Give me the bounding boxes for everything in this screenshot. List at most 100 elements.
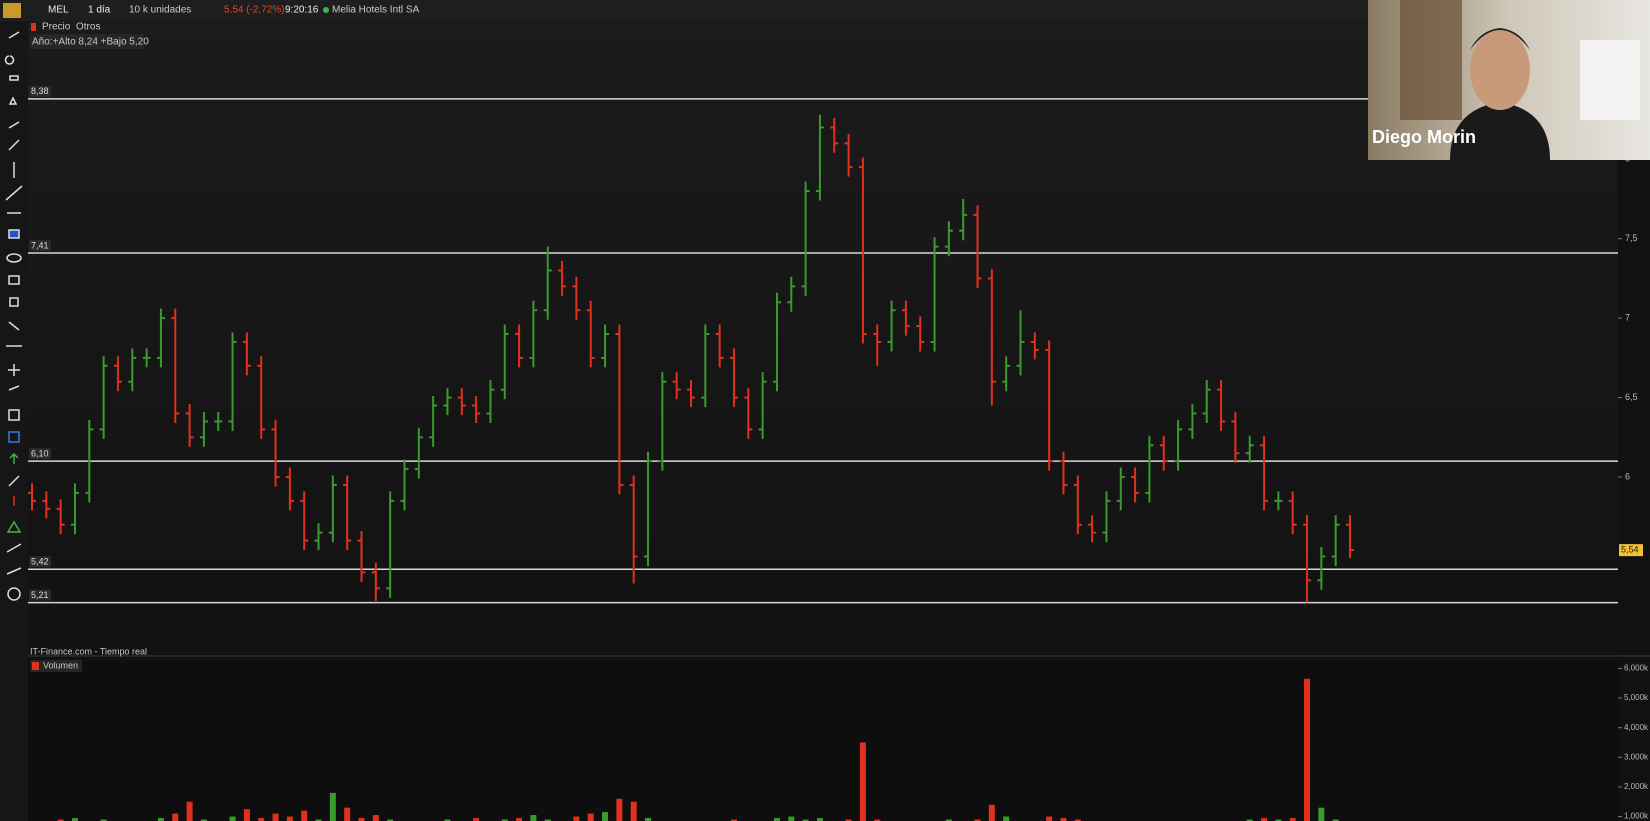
candle — [271, 419, 280, 487]
candle — [1016, 310, 1025, 376]
volume-bar — [974, 819, 981, 821]
candle — [1174, 419, 1183, 471]
candle — [156, 308, 165, 368]
footer: IT-Finance.com - Tiempo real — [30, 646, 147, 656]
candle — [515, 324, 524, 368]
candle — [1231, 411, 1240, 463]
candle — [887, 300, 896, 352]
sidebar — [0, 21, 28, 821]
last-price-tag — [1619, 544, 1643, 557]
candle — [901, 300, 910, 336]
candle — [328, 475, 337, 543]
level-label-box — [29, 556, 51, 568]
candle — [357, 531, 366, 582]
candle — [987, 268, 996, 406]
candle — [601, 324, 610, 368]
volume-bars — [57, 678, 1339, 821]
candle — [371, 562, 380, 601]
candle — [644, 451, 653, 567]
candle — [973, 205, 982, 288]
candle — [1059, 451, 1068, 495]
candle — [472, 395, 481, 424]
candle — [113, 356, 122, 392]
volume-bar — [387, 819, 394, 821]
candle — [285, 467, 294, 511]
candle — [56, 499, 65, 535]
volume-bar — [71, 818, 78, 821]
candle — [314, 523, 323, 551]
volume-bar — [1304, 678, 1311, 821]
candle — [400, 459, 409, 511]
volume-bar — [1275, 819, 1282, 821]
volume-bar — [874, 819, 881, 821]
volume-bar — [516, 818, 523, 821]
candle — [70, 483, 79, 535]
candle — [572, 276, 581, 320]
volume-bar — [530, 815, 537, 821]
interval[interactable]: 1 día — [88, 5, 111, 16]
symbol[interactable]: MEL — [48, 5, 69, 16]
tool-icons[interactable] — [4, 31, 23, 601]
candle — [830, 117, 839, 153]
price: 5,54 (-2,72%) — [224, 5, 285, 16]
volume-bar — [1246, 819, 1253, 821]
level-label: 7,41 — [31, 240, 49, 250]
volume-bar — [730, 819, 737, 821]
candle — [1260, 435, 1269, 511]
candle — [228, 332, 237, 431]
candle — [1088, 515, 1097, 543]
volume-bar — [172, 813, 179, 821]
candle — [758, 372, 767, 439]
candle — [1202, 380, 1211, 424]
candle — [171, 308, 180, 424]
marks: 66,577,588,387,416,105,425,215,541,000k2… — [28, 85, 1649, 821]
candle — [629, 475, 638, 584]
candle — [1346, 515, 1354, 559]
candle — [1073, 475, 1082, 535]
candle — [787, 276, 796, 312]
candle — [701, 324, 710, 408]
volume-bar — [1318, 807, 1325, 821]
candle — [543, 246, 552, 320]
volume-bar — [1289, 818, 1296, 821]
volume-bar — [200, 819, 207, 821]
candle — [214, 411, 223, 431]
level-label-box — [29, 239, 51, 251]
level-label-box — [29, 448, 51, 460]
tab[interactable]: Precio — [42, 22, 71, 33]
candle — [128, 348, 137, 392]
size[interactable]: 10 k unidades — [129, 5, 191, 16]
candle — [85, 419, 94, 503]
volume-bar — [802, 819, 809, 821]
level-label: 8,38 — [31, 86, 49, 96]
candle — [1045, 340, 1054, 471]
y-tick-label: 7 — [1625, 313, 1630, 323]
volume-tick-label: 1,000k — [1624, 812, 1649, 821]
candle — [1288, 491, 1297, 535]
tab-icon — [31, 23, 36, 31]
candle — [744, 388, 753, 439]
level-label: 5,42 — [31, 557, 49, 567]
candle — [343, 475, 352, 551]
webcam: Diego Morin — [1368, 0, 1650, 160]
volume-bar — [243, 809, 250, 821]
candle — [1274, 491, 1283, 511]
volume-bar — [1003, 816, 1010, 821]
annotation-box — [30, 34, 144, 49]
level-label: 5,21 — [31, 590, 49, 600]
volume-tick-label: 6,000k — [1624, 664, 1649, 673]
last-price-label: 5,54 — [1621, 545, 1639, 555]
tab[interactable]: Otros — [76, 22, 100, 33]
volume-bar — [616, 798, 623, 821]
candle — [615, 324, 624, 495]
y-tick-label: 6 — [1625, 471, 1630, 481]
candle — [1145, 435, 1154, 503]
volume-bar — [57, 819, 64, 821]
candle — [1131, 467, 1140, 503]
candle — [1102, 491, 1111, 543]
candle — [1303, 515, 1312, 603]
candle — [300, 491, 309, 551]
candle — [99, 356, 108, 439]
volume-bar — [1261, 818, 1268, 821]
candle — [1030, 332, 1039, 360]
